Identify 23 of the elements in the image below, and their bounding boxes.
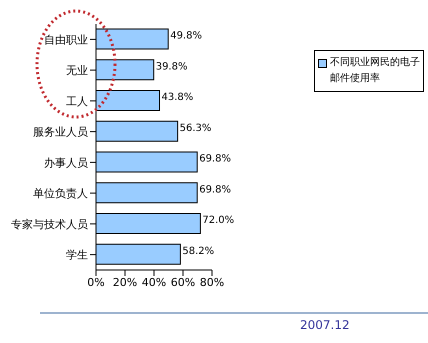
data-label: 56.3% — [180, 122, 212, 134]
y-tick-label: 单位负责人 — [33, 187, 88, 200]
x-tick-label: 20% — [112, 276, 138, 289]
data-label: 69.8% — [199, 184, 231, 196]
y-tick-label: 自由职业 — [44, 33, 88, 46]
x-tick-label: 0% — [87, 276, 105, 289]
y-tick-label: 无业 — [66, 64, 88, 78]
y-tick-label: 专家与技术人员 — [11, 218, 88, 231]
x-tick-label: 80% — [200, 276, 224, 289]
x-tick-label: 40% — [142, 276, 166, 289]
data-label: 58.2% — [182, 246, 214, 257]
y-tick-label: 工人 — [66, 94, 88, 108]
data-label: 72.0% — [202, 215, 234, 226]
data-label: 69.8% — [199, 154, 231, 165]
data-label: 43.8% — [162, 92, 194, 104]
y-tick-label: 学生 — [66, 248, 88, 262]
y-tick-label: 服务业人员 — [33, 126, 88, 139]
data-label: 39.8% — [156, 61, 188, 72]
text: 2007.12 — [300, 318, 350, 332]
legend-label: 不同职业网民的电子邮件使用率 — [330, 56, 420, 86]
y-tick-label: 办事人员 — [44, 156, 88, 170]
data-label: 49.8% — [170, 30, 202, 42]
x-tick-label: 60% — [170, 276, 196, 289]
